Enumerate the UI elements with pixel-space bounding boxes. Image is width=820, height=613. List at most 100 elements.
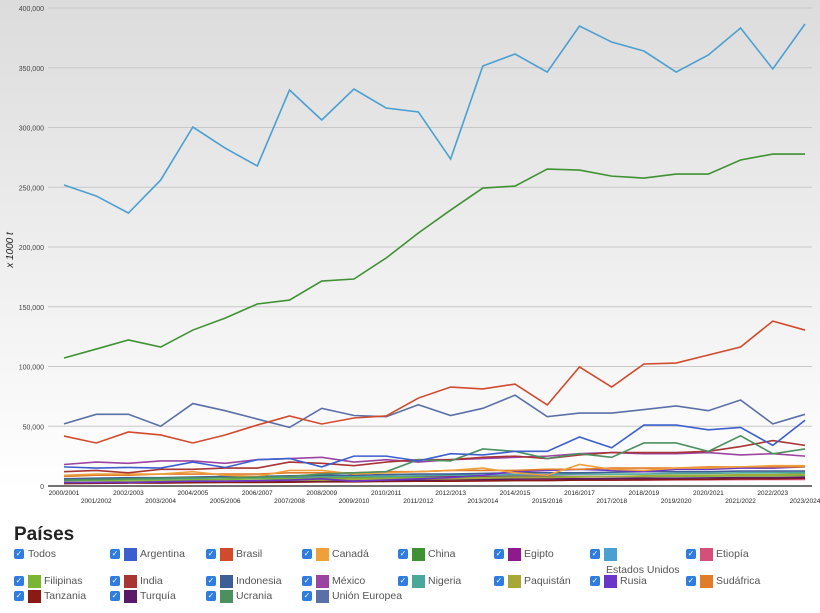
line-chart: x 1000 t 0 50,000 100,000 150,000 200,000 250… <box>0 0 820 505</box>
checkbox-checked-icon[interactable]: ✓ <box>494 576 504 586</box>
legend-item[interactable]: ✓ India <box>110 575 163 588</box>
series-line-rusia[interactable] <box>64 466 806 484</box>
color-swatch <box>28 575 41 588</box>
x-tick-label: 2021/2022 <box>725 498 756 505</box>
checkbox-checked-icon[interactable]: ✓ <box>302 576 312 586</box>
x-tick-label: 2017/2018 <box>596 498 627 505</box>
checkbox-checked-icon[interactable]: ✓ <box>302 549 312 559</box>
color-swatch <box>124 575 137 588</box>
legend-item[interactable]: ✓ Nigeria <box>398 575 462 588</box>
x-tick-label: 2001/2002 <box>81 498 112 505</box>
x-tick-label: 2019/2020 <box>661 498 692 505</box>
checkbox-checked-icon[interactable]: ✓ <box>206 549 216 559</box>
checkbox-checked-icon[interactable]: ✓ <box>398 576 408 586</box>
legend-item[interactable]: ✓ Canadá <box>302 548 369 561</box>
series-line-canadá[interactable] <box>63 463 805 478</box>
legend-title: Países <box>14 524 75 545</box>
y-axis-label: x 1000 t <box>5 231 16 269</box>
checkbox-checked-icon[interactable]: ✓ <box>302 591 312 601</box>
x-tick-label: 2012/2013 <box>435 490 466 497</box>
color-swatch <box>316 548 329 561</box>
legend-item[interactable]: ✓ Tanzania <box>14 590 86 603</box>
color-swatch <box>28 590 41 603</box>
checkbox-checked-icon[interactable]: ✓ <box>206 576 216 586</box>
legend: Países ✓ Todos ✓ Argentina ✓ Brasil ✓ Canadá ✓ Ch… <box>0 518 820 613</box>
legend-item[interactable]: ✓ Todos <box>14 549 56 560</box>
checkbox-checked-icon[interactable]: ✓ <box>110 591 120 601</box>
series-line-unión-europea[interactable] <box>63 394 806 429</box>
legend-item[interactable]: ✓ Turquía <box>110 590 176 603</box>
legend-label: Paquistán <box>524 575 571 587</box>
color-swatch <box>124 590 137 603</box>
legend-label: Sudáfrica <box>716 575 761 587</box>
x-tick-label: 2004/2005 <box>178 490 209 497</box>
x-tick-label: 2009/2010 <box>339 498 370 505</box>
legend-label: Estados Unidos <box>606 564 680 576</box>
x-tick-label: 2023/2024 <box>790 498 820 505</box>
legend-item[interactable]: ✓ Brasil <box>206 548 262 561</box>
legend-label: Nigeria <box>428 575 462 587</box>
y-tick-label: 250,000 <box>19 185 44 192</box>
color-swatch <box>412 548 425 561</box>
x-tick-label: 2022/2023 <box>757 490 788 497</box>
y-tick-label: 300,000 <box>19 126 44 133</box>
series-line-tanzania[interactable] <box>63 477 806 485</box>
legend-item[interactable]: ✓ Etiopía <box>686 548 749 561</box>
checkbox-checked-icon[interactable]: ✓ <box>14 591 24 601</box>
legend-item[interactable]: ✓ Rusia <box>590 575 647 588</box>
color-swatch <box>604 575 617 588</box>
series-line-ucrania[interactable] <box>63 434 806 481</box>
checkbox-checked-icon[interactable]: ✓ <box>14 576 24 586</box>
series-line-brasil[interactable] <box>63 320 806 444</box>
color-swatch <box>220 575 233 588</box>
x-tick-label: 2007/2008 <box>274 498 305 505</box>
color-swatch <box>508 548 521 561</box>
x-tick-label: 2013/2014 <box>467 498 498 505</box>
checkbox-checked-icon[interactable]: ✓ <box>398 549 408 559</box>
y-tick-label: 0 <box>40 484 44 491</box>
series-line-argentina[interactable] <box>63 419 806 469</box>
x-tick-label: 2014/2015 <box>500 490 531 497</box>
legend-item[interactable]: ✓ Filipinas <box>14 575 83 588</box>
color-swatch <box>316 575 329 588</box>
x-tick-label: 2003/2004 <box>145 498 176 505</box>
series-line-estados-unidos[interactable] <box>63 23 806 215</box>
x-tick-label: 2010/2011 <box>371 490 402 497</box>
legend-item[interactable]: ✓ México <box>302 575 366 588</box>
legend-label: México <box>332 575 366 587</box>
x-tick-label: 2020/2021 <box>693 490 724 497</box>
legend-item[interactable]: ✓ Unión Europea <box>302 590 402 603</box>
checkbox-checked-icon[interactable]: ✓ <box>206 591 216 601</box>
legend-label: India <box>140 575 163 587</box>
checkbox-checked-icon[interactable]: ✓ <box>686 576 696 586</box>
checkbox-checked-icon[interactable]: ✓ <box>494 549 504 559</box>
legend-label: China <box>428 548 456 560</box>
y-tick-label: 150,000 <box>19 305 44 312</box>
legend-item[interactable]: ✓ Indonesia <box>206 575 282 588</box>
color-swatch <box>220 590 233 603</box>
legend-item[interactable]: ✓ Paquistán <box>494 575 571 588</box>
x-tick-label: 2016/2017 <box>564 490 595 497</box>
legend-item[interactable]: ✓ China <box>398 548 456 561</box>
legend-item[interactable]: ✓ Egipto <box>494 548 554 561</box>
x-tick-label: 2015/2016 <box>532 498 563 505</box>
checkbox-checked-icon[interactable]: ✓ <box>110 576 120 586</box>
y-tick-label: 50,000 <box>23 424 45 431</box>
checkbox-checked-icon[interactable]: ✓ <box>110 549 120 559</box>
series-line-china[interactable] <box>63 153 805 359</box>
checkbox-checked-icon[interactable]: ✓ <box>590 576 600 586</box>
checkbox-checked-icon[interactable]: ✓ <box>590 549 600 559</box>
legend-item[interactable]: ✓ Estados Unidos <box>590 548 680 576</box>
legend-label: Egipto <box>524 548 554 560</box>
x-tick-label: 2002/2003 <box>113 490 144 497</box>
x-tick-label: 2005/2006 <box>210 498 241 505</box>
checkbox-checked-icon[interactable]: ✓ <box>686 549 696 559</box>
legend-item[interactable]: ✓ Argentina <box>110 548 185 561</box>
checkbox-checked-icon[interactable]: ✓ <box>14 549 24 559</box>
legend-item[interactable]: ✓ Sudáfrica <box>686 575 761 588</box>
legend-label: Ucrania <box>236 590 273 602</box>
legend-item[interactable]: ✓ Ucrania <box>206 590 273 603</box>
x-tick-label: 2000/2001 <box>49 490 80 497</box>
x-tick-label: 2008/2009 <box>306 490 337 497</box>
plot-background <box>0 0 820 490</box>
